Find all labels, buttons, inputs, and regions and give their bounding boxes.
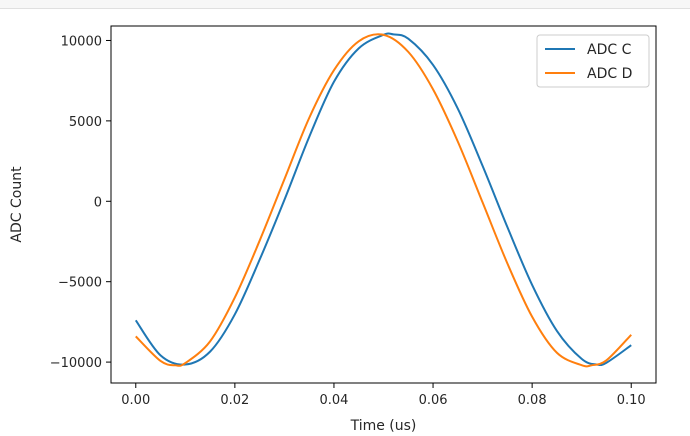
y-tick-label: 5000 — [69, 115, 102, 130]
y-axis-label: ADC Count — [9, 166, 25, 243]
legend: ADC C ADC D — [536, 34, 650, 88]
y-tick-label: 0 — [94, 195, 102, 210]
y-tick-label: −5000 — [58, 276, 102, 291]
legend-label: ADC D — [587, 66, 632, 82]
x-tick-label: 0.08 — [518, 393, 547, 408]
series-line-adc-d — [135, 33, 632, 368]
x-tick-label: 0.10 — [617, 393, 646, 408]
window-top-strip — [0, 0, 690, 9]
x-tick-label: 0.04 — [319, 393, 348, 408]
x-tick-label: 0.02 — [220, 393, 249, 408]
x-tick-label: 0.00 — [121, 393, 150, 408]
legend-label: ADC C — [587, 42, 632, 58]
y-tick-label: 10000 — [61, 34, 102, 49]
x-axis: 0.00 0.02 0.04 0.06 0.08 0.10 — [121, 383, 646, 408]
y-tick-label: −10000 — [50, 356, 102, 371]
x-axis-label: Time (us) — [350, 418, 417, 434]
series-line-adc-c — [134, 32, 632, 367]
y-axis: −10000 −5000 0 5000 10000 — [50, 34, 111, 371]
series-group — [134, 32, 632, 368]
x-tick-label: 0.06 — [419, 393, 448, 408]
axes-frame — [110, 25, 657, 384]
